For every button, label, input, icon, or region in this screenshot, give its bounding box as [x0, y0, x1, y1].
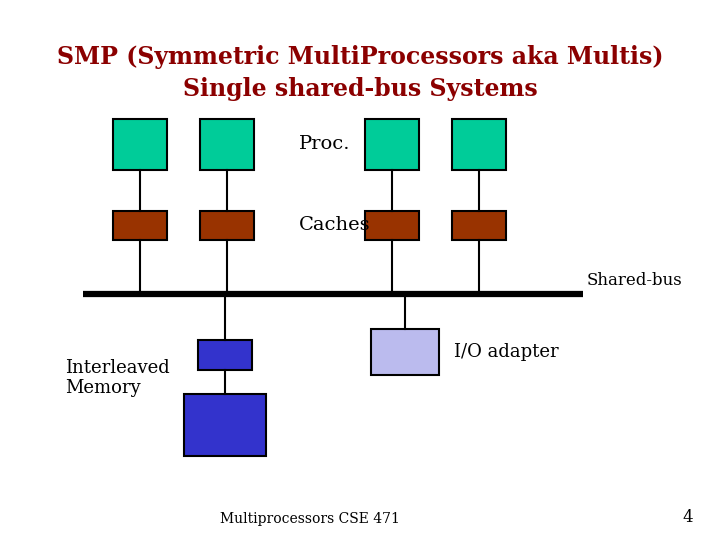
Text: Multiprocessors CSE 471: Multiprocessors CSE 471: [220, 512, 400, 526]
Bar: [366, 119, 419, 170]
Text: Interleaved
Memory: Interleaved Memory: [65, 359, 169, 397]
Text: Caches: Caches: [299, 217, 370, 234]
Bar: [198, 340, 252, 370]
Text: 4: 4: [683, 510, 693, 526]
Bar: [200, 119, 254, 170]
Text: Proc.: Proc.: [299, 136, 351, 153]
Text: I/O adapter: I/O adapter: [454, 343, 558, 361]
Bar: [371, 329, 439, 375]
Bar: [200, 211, 254, 240]
Bar: [114, 211, 167, 240]
Text: Single shared-bus Systems: Single shared-bus Systems: [183, 77, 537, 101]
Text: SMP (Symmetric MultiProcessors aka Multis): SMP (Symmetric MultiProcessors aka Multi…: [57, 45, 663, 69]
Bar: [452, 211, 506, 240]
Bar: [184, 394, 266, 456]
Bar: [114, 119, 167, 170]
Text: Shared-bus: Shared-bus: [587, 272, 683, 289]
Bar: [366, 211, 419, 240]
Bar: [452, 119, 506, 170]
